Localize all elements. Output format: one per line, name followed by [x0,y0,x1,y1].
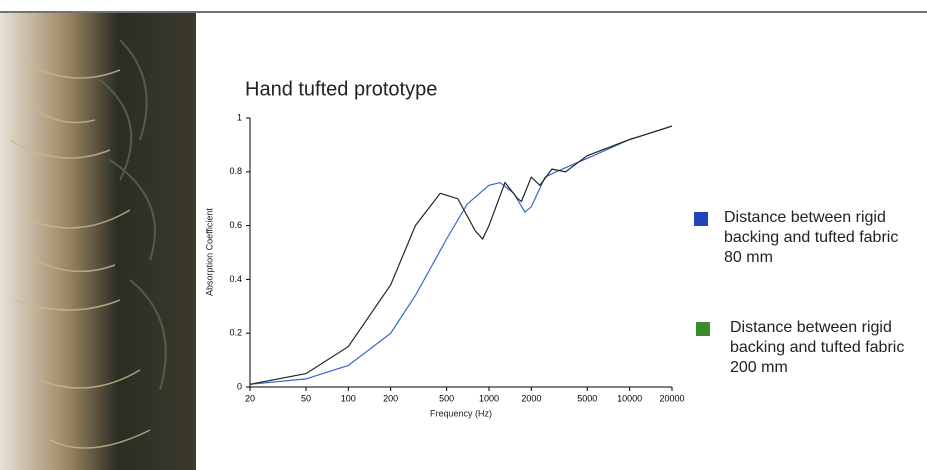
x-tick-label: 1000 [479,393,499,403]
page: Hand tufted prototype Absorption Coeffic… [0,0,927,470]
legend-label: Distance between rigid backing and tufte… [724,208,919,268]
chart-title: Hand tufted prototype [245,78,437,100]
x-axis-label: Frequency (Hz) [430,408,492,418]
y-tick-label: 0.8 [229,166,242,176]
x-tick-label: 100 [341,393,356,403]
series-line [250,126,672,384]
x-tick-label: 20 [245,393,255,403]
x-tick-label: 50 [301,393,311,403]
y-axis-label: Absorption Coefficient [204,208,214,296]
y-tick-label: 0.4 [229,274,242,284]
y-tick-label: 1 [237,112,242,122]
x-tick-label: 2000 [521,393,541,403]
fabric-photo [0,13,196,470]
x-tick-label: 20000 [659,393,684,403]
x-tick-label: 5000 [577,393,597,403]
legend-label: Distance between rigid backing and tufte… [730,318,925,378]
y-tick-label: 0.2 [229,328,242,338]
y-tick-label: 0.6 [229,220,242,230]
series-line [250,126,672,384]
x-tick-label: 200 [383,393,398,403]
legend-swatch [696,322,710,336]
x-tick-label: 500 [439,393,454,403]
legend-swatch [694,212,708,226]
x-tick-label: 10000 [617,393,642,403]
y-tick-label: 0 [237,381,242,391]
